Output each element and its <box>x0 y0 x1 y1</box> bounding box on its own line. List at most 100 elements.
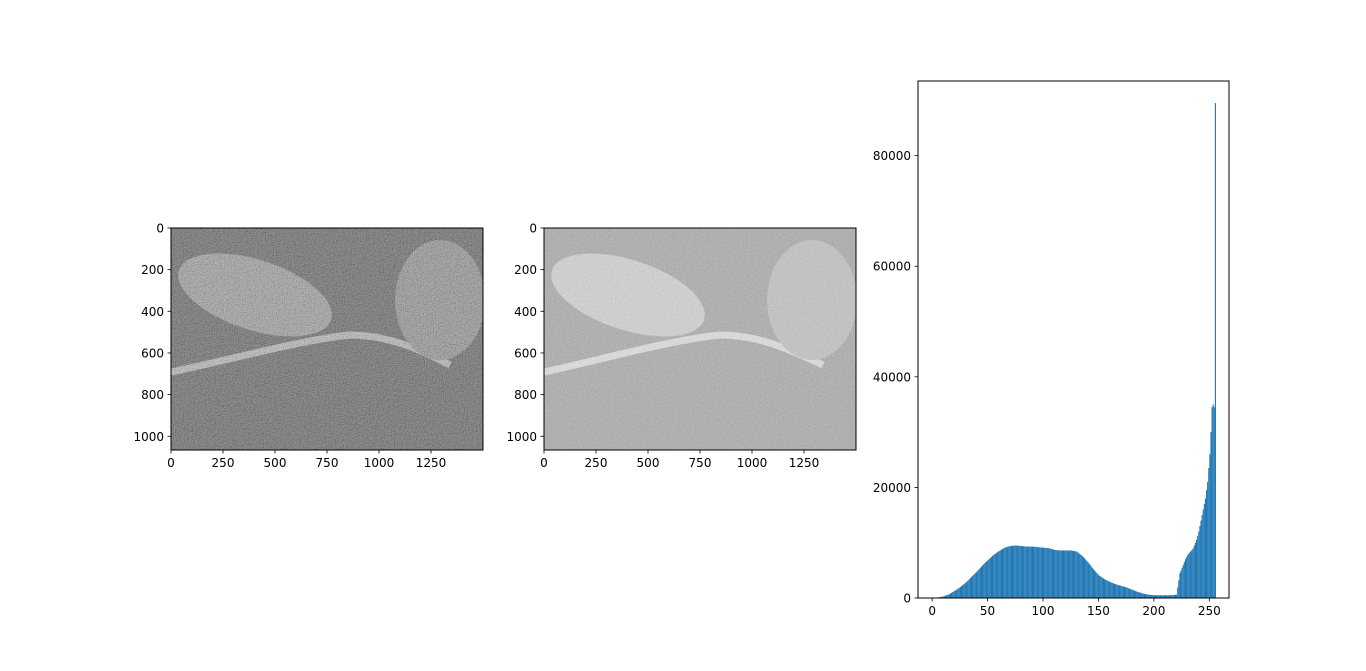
image-2-y-tick-label-2: 400 <box>514 305 537 319</box>
histogram-bar <box>1080 555 1082 598</box>
histogram-bar <box>1162 595 1164 598</box>
histogram-bar <box>1110 582 1112 598</box>
histogram-bar <box>1099 576 1101 598</box>
histogram-bar <box>1097 574 1099 598</box>
image-1-x-tick-label-0: 0 <box>167 456 175 470</box>
histogram-bar <box>1117 584 1119 598</box>
image-2-y-tick-label-0: 0 <box>529 222 537 236</box>
histogram-bar <box>1064 550 1066 598</box>
histogram-bar <box>1048 548 1050 598</box>
histogram-bar <box>1018 545 1020 598</box>
histogram-x-tick-label-4: 200 <box>1142 604 1165 618</box>
image-1-y-tick-label-0: 0 <box>156 222 164 236</box>
histogram-bar <box>1116 584 1118 598</box>
histogram-bar <box>1095 571 1097 598</box>
histogram-bar <box>1102 578 1104 598</box>
histogram-bar <box>1108 581 1110 598</box>
image-1-y-tick-label-2: 400 <box>141 305 164 319</box>
histogram-bar <box>1191 549 1193 598</box>
histogram-bar <box>972 575 974 598</box>
histogram-bar <box>944 595 946 598</box>
image-1-x-tick-label-2: 500 <box>264 456 287 470</box>
histogram-bar <box>1106 580 1108 598</box>
histogram-bar <box>1013 545 1015 598</box>
histogram-bar <box>973 574 975 598</box>
histogram-bar <box>955 590 957 598</box>
histogram-bar <box>1188 553 1190 598</box>
histogram-bar <box>945 595 947 598</box>
histogram-bar <box>1197 535 1199 598</box>
histogram-bar <box>959 586 961 598</box>
histogram-bar <box>1082 557 1085 598</box>
histogram-bar <box>1038 547 1040 598</box>
histogram-bar <box>1139 592 1141 598</box>
histogram-bar <box>988 558 990 598</box>
histogram-bar <box>1001 549 1004 598</box>
histogram-bar <box>1178 580 1180 598</box>
histogram-bar <box>1011 545 1014 598</box>
histogram-bar <box>1119 585 1121 598</box>
histogram-bar <box>1180 570 1182 598</box>
histogram-bar <box>1015 545 1017 598</box>
histogram-y-tick-label-0: 0 <box>903 592 911 606</box>
histogram-bar <box>1163 595 1165 598</box>
histogram-bar <box>1190 551 1192 598</box>
histogram-bar <box>1210 432 1212 598</box>
histogram-bar <box>1033 546 1035 598</box>
histogram-bar <box>1094 570 1096 598</box>
histogram-bar <box>997 551 999 598</box>
histogram-bar <box>947 594 949 598</box>
histogram-bar <box>1129 588 1131 598</box>
histogram-bar <box>1209 454 1211 598</box>
histogram-bar <box>948 594 950 598</box>
histogram-bar <box>989 557 991 598</box>
histogram-bar <box>1007 546 1009 598</box>
histogram-bar <box>1049 548 1051 598</box>
histogram-bar <box>1213 407 1215 598</box>
histogram-bar <box>1174 594 1177 598</box>
histogram-bar <box>1136 591 1138 598</box>
histogram-bar <box>1072 550 1075 598</box>
histogram-bar <box>992 555 994 598</box>
histogram-bar <box>1103 579 1106 598</box>
histogram-bar <box>964 583 966 598</box>
histogram-bar <box>966 581 968 598</box>
histogram-frame <box>917 80 1230 599</box>
histogram-bar <box>978 569 980 598</box>
histogram-bar <box>950 592 953 598</box>
histogram-bar <box>1077 552 1079 598</box>
histogram-bar <box>1005 547 1007 598</box>
histogram-bar <box>998 551 1000 598</box>
histogram-bar <box>987 559 989 598</box>
histogram-bar <box>1036 547 1038 598</box>
histogram-bar <box>1047 548 1049 598</box>
image-2-x-tick-label-4: 1000 <box>737 456 768 470</box>
histogram-bar <box>984 563 986 598</box>
histogram-bar <box>1070 550 1072 598</box>
histogram-bar <box>1118 585 1120 598</box>
histogram-bar <box>983 564 985 598</box>
histogram-bar <box>1137 591 1139 598</box>
histogram-bar <box>1045 547 1047 598</box>
histogram-bar <box>1065 550 1067 598</box>
histogram-bar <box>1131 589 1133 598</box>
histogram-bar <box>1130 589 1132 598</box>
histogram-bar <box>1009 546 1011 598</box>
histogram-bar <box>1193 545 1195 598</box>
histogram-bar <box>976 571 978 598</box>
histogram-bar <box>1028 546 1030 598</box>
histogram-bar <box>1171 595 1173 598</box>
histogram-bar <box>979 567 981 598</box>
histogram-bar <box>970 576 973 598</box>
histogram-bar <box>1037 547 1039 598</box>
histogram-bar <box>1100 576 1102 598</box>
histogram-bar <box>1214 103 1216 598</box>
histogram-bar <box>1014 545 1016 598</box>
histogram-bar <box>1055 550 1057 598</box>
image-2-noise <box>544 228 856 450</box>
histogram-bar <box>946 595 948 598</box>
histogram-bar <box>1152 595 1154 598</box>
histogram-bar <box>954 590 956 598</box>
histogram-bar <box>1198 531 1200 598</box>
